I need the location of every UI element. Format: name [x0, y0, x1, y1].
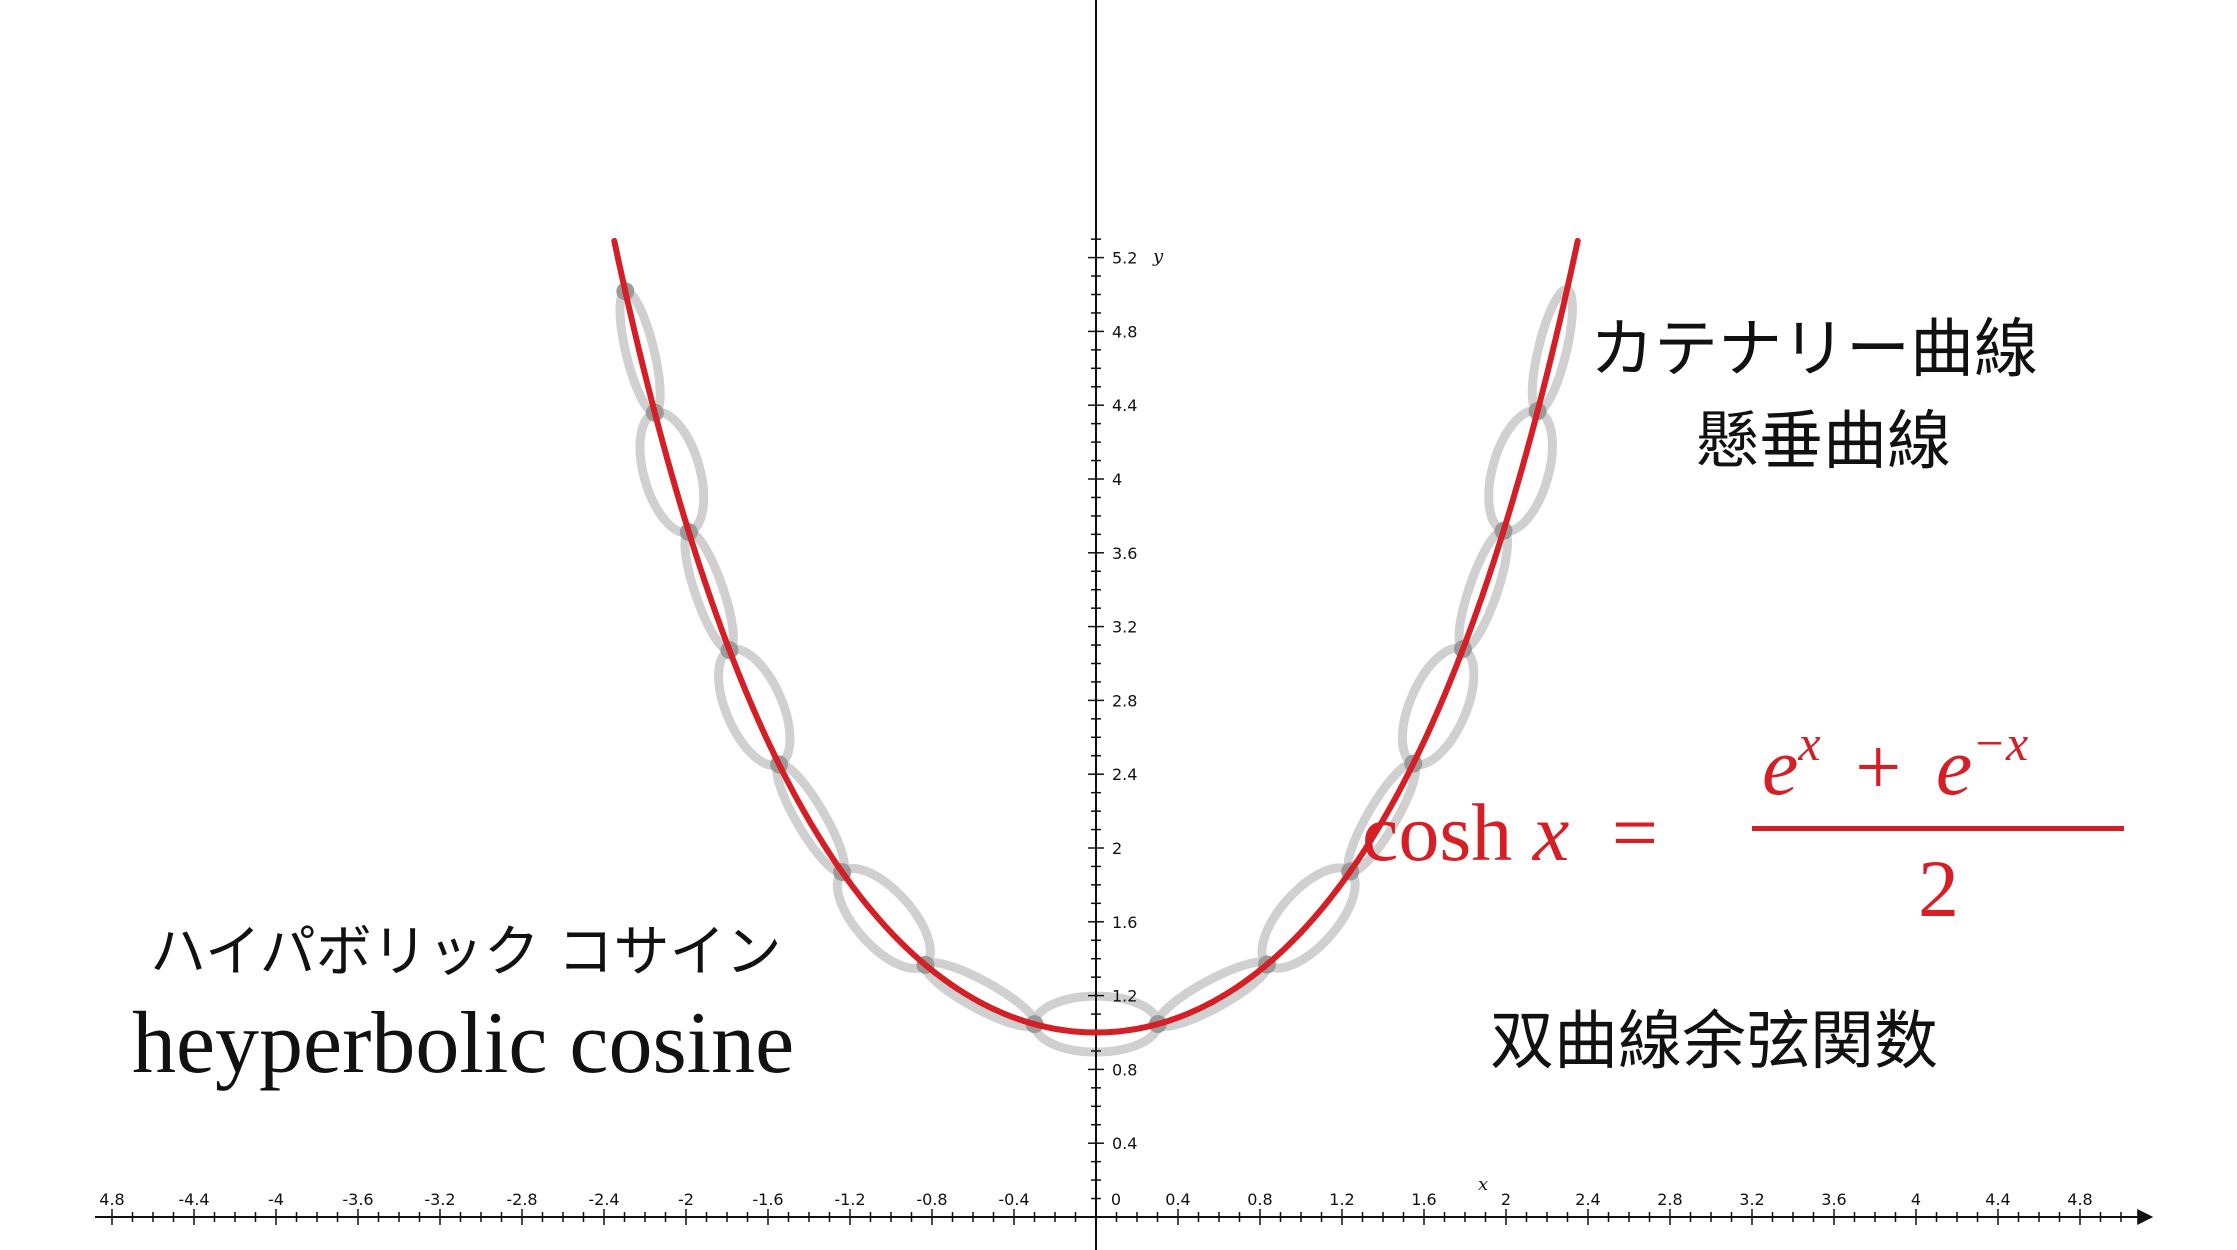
- formula-exp2: −x: [1972, 715, 2029, 771]
- y-tick-label: 4: [1112, 470, 1122, 489]
- x-tick-label: 4: [1911, 1190, 1921, 1209]
- x-tick-label: 1.2: [1329, 1190, 1354, 1209]
- formula-numerator: ex + e−x: [1762, 718, 2028, 808]
- formula-equals: =: [1611, 787, 1658, 878]
- y-tick-label: 1.6: [1112, 913, 1137, 932]
- x-tick-label: 2: [1501, 1190, 1511, 1209]
- x-tick-label: 4.8: [2067, 1190, 2092, 1209]
- x-tick-label: -3.2: [424, 1190, 455, 1209]
- y-tick-label: 1.2: [1112, 987, 1137, 1006]
- y-axis-name: y: [1152, 246, 1164, 267]
- x-tick-label: -0.4: [998, 1190, 1029, 1209]
- x-tick-label: 2.4: [1575, 1190, 1600, 1209]
- x-tick-label: -2.8: [506, 1190, 537, 1209]
- y-tick-label: 4.4: [1112, 396, 1137, 415]
- x-tick-label: 4.4: [1985, 1190, 2010, 1209]
- y-tick-label: 5.2: [1112, 249, 1137, 268]
- x-tick-label: 4.8: [99, 1190, 124, 1209]
- x-tick-label: 3.2: [1739, 1190, 1764, 1209]
- formula-fraction-bar: [1752, 826, 2124, 831]
- formula-exp1: x: [1798, 715, 1821, 771]
- x-tick-label: -3.6: [342, 1190, 373, 1209]
- chain-link: [1152, 957, 1272, 1031]
- y-tick-label: 3.6: [1112, 544, 1137, 563]
- hyperbolic-kanji: 双曲線余弦関数: [1490, 1005, 1938, 1079]
- formula-cosh: cosh: [1362, 787, 1513, 878]
- catenary-kanji: 懸垂曲線: [1695, 405, 1951, 479]
- formula-denominator: 2: [1918, 843, 1959, 934]
- x-axis-name: x: [1478, 1174, 1488, 1195]
- x-tick-label: 0: [1111, 1190, 1121, 1209]
- formula-e1: e: [1762, 721, 1799, 812]
- x-tick-label: 3.6: [1821, 1190, 1846, 1209]
- x-tick-label: -4.4: [178, 1190, 209, 1209]
- axes: 4.8 -4.4 -4 -3.6 -3.2 -2.8 -2.4 -2 -1.6 -1.2 -0.8 -…: [95, 0, 2154, 1250]
- y-tick-label: 3.2: [1112, 618, 1137, 637]
- x-tick-label: -2.4: [588, 1190, 619, 1209]
- chain-link: [920, 957, 1040, 1032]
- x-tick-label: 0.8: [1247, 1190, 1272, 1209]
- formula-e2: e: [1935, 721, 1973, 812]
- y-tick-label: 0.4: [1112, 1134, 1137, 1153]
- x-tick-label: -4: [268, 1190, 284, 1209]
- formula-plus: +: [1855, 721, 1902, 812]
- hyperbolic-kana: ハイパボリック コサイン: [150, 920, 782, 985]
- catenary-title: カテナリー曲線: [1590, 313, 2038, 387]
- x-tick-label: -2: [678, 1190, 694, 1209]
- x-tick-label: 0.4: [1165, 1190, 1190, 1209]
- y-tick-label: 2.8: [1112, 691, 1137, 710]
- x-tick-label: -0.8: [916, 1190, 947, 1209]
- formula-lhs: cosh x =: [1362, 792, 1658, 874]
- y-tick-label: 0.8: [1112, 1060, 1137, 1079]
- y-tick-label: 2: [1112, 839, 1122, 858]
- formula-var-x: x: [1532, 787, 1570, 878]
- y-tick-label: 2.4: [1112, 765, 1137, 784]
- cosh-curve: [611, 237, 1581, 1036]
- y-tick-label: 4.8: [1112, 322, 1137, 341]
- x-tick-label: -1.6: [752, 1190, 783, 1209]
- x-tick-label: 2.8: [1657, 1190, 1682, 1209]
- x-tick-label: 1.6: [1411, 1190, 1436, 1209]
- x-tick-label: -1.2: [834, 1190, 865, 1209]
- hyperbolic-english: heyperbolic cosine: [132, 995, 795, 1092]
